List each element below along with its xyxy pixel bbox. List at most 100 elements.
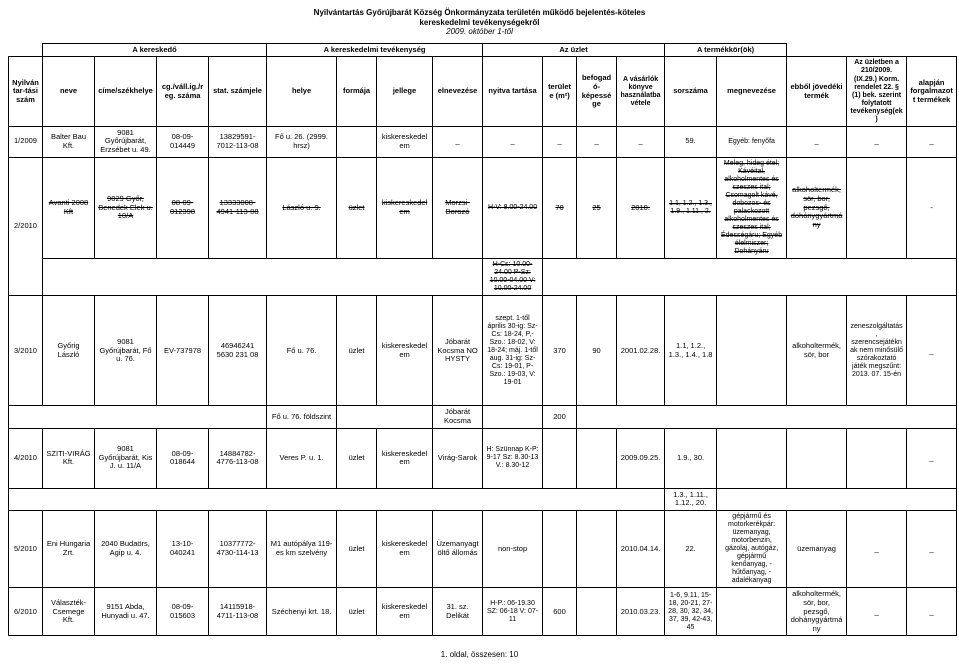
cell: _	[847, 126, 907, 157]
cell: Meleg, hideg étel; Kávéital, alkoholment…	[717, 157, 787, 259]
cell: 13-10-040241	[157, 510, 209, 587]
cell: 1-6, 9.11, 15-18, 20-21, 27-28, 30, 32, …	[665, 588, 717, 636]
cell: 13333008-4941-113-08	[209, 157, 267, 259]
cell: _	[543, 126, 577, 157]
cell: _	[907, 126, 957, 157]
cell: kiskereskedelem	[377, 510, 433, 587]
col-jellege: jellege	[377, 57, 433, 126]
cell: 13829591-7012-113-08	[209, 126, 267, 157]
cell: Egyéb: fenyőfa	[717, 126, 787, 157]
cell: Jóbarát Kocsma	[433, 406, 483, 428]
cell: 90	[577, 296, 617, 406]
cell: _	[617, 126, 665, 157]
cell: Eni Hungaria Zrt.	[43, 510, 95, 587]
cell: üzemanyag	[787, 510, 847, 587]
cell: _	[907, 296, 957, 406]
cell: üzlet	[337, 588, 377, 636]
cell: 2040 Budaörs, Agip u. 4.	[95, 510, 157, 587]
cell: 14884782-4776-113-08	[209, 428, 267, 488]
col-stat: stat. számjele	[209, 57, 267, 126]
cell: 2001.02.28.	[617, 296, 665, 406]
cell: alkoholtermék, sör, bor	[787, 296, 847, 406]
cell: H-P.: 06-19.30 SZ: 06-18 V: 07-11	[483, 588, 543, 636]
cell: Fő u. 26. (2999. hrsz)	[267, 126, 337, 157]
table-row: 1.3., 1.11., 1.12., 20.	[9, 488, 957, 510]
cell: Választék-Csemege Kft.	[43, 588, 95, 636]
col-formaja: formája	[337, 57, 377, 126]
cell: kiskereskedelem	[377, 588, 433, 636]
group-termekkorok: A termékkör(ök)	[665, 43, 787, 57]
cell: 9081 Győrújbarát, Kis J. u. 11/A	[95, 428, 157, 488]
cell: 3/2010	[9, 296, 43, 406]
cell: 1.3., 1.11., 1.12., 20.	[665, 488, 717, 510]
cell: 1.1, 1.2., 1.3., 1.9., 1.11., 2.	[665, 157, 717, 259]
cell: 4/2010	[9, 428, 43, 488]
cell: 2010.04.14.	[617, 510, 665, 587]
col-elnev: elnevezése	[433, 57, 483, 126]
cell: kiskereskedelem	[377, 296, 433, 406]
cell: 10377772-4730-114-13	[209, 510, 267, 587]
cell: üzlet	[337, 510, 377, 587]
cell: non-stop	[483, 510, 543, 587]
cell	[337, 126, 377, 157]
cell: 08-09-014449	[157, 126, 209, 157]
cell: SZITI-VIRÁG Kft.	[43, 428, 95, 488]
cell: 14115918-4711-113-08	[209, 588, 267, 636]
cell: Fő u. 76. földszint	[267, 406, 337, 428]
col-sorszama: sorszáma	[665, 57, 717, 126]
cell	[543, 428, 577, 488]
cell: _	[787, 126, 847, 157]
group-kereskedo: A kereskedő	[43, 43, 267, 57]
col-nyitva: nyitva tartása	[483, 57, 543, 126]
cell	[847, 157, 907, 259]
cell: 2/2010	[9, 157, 43, 296]
table-row: H-Cs: 10.00-24.00 P-Sz: 10.00-04.00 V: 1…	[9, 259, 957, 296]
title-line2: kereskedelmi tevékenységekről	[8, 18, 951, 28]
cell: Jóbarát Kocsma NO HYSTY	[433, 296, 483, 406]
cell: kiskereskedelem	[377, 428, 433, 488]
cell: 46946241 5630 231 08	[209, 296, 267, 406]
cell	[717, 588, 787, 636]
col-konyve: A vásárlók könyve használatba vétele	[617, 57, 665, 126]
cell: _	[907, 510, 957, 587]
col-cime: címe/székhelye	[95, 57, 157, 126]
table-row: 2/2010 Avanti 2008 Kft 9029 Győr, Benede…	[9, 157, 957, 259]
col-alapjan: alapján forgalmazott termékek	[907, 57, 957, 126]
cell: 08-09-015603	[157, 588, 209, 636]
cell: kiskereskedelem	[377, 126, 433, 157]
group-header-row: A kereskedő A kereskedelmi tevékenység A…	[9, 43, 957, 57]
cell: 1/2009	[9, 126, 43, 157]
table-row: 3/2010 Győrig László 9081 Győrújbarát, F…	[9, 296, 957, 406]
cell: 9081 Győrújbarát, Erzsébet u. 49.	[95, 126, 157, 157]
col-befogado: befogadó-képessége	[577, 57, 617, 126]
cell	[847, 428, 907, 488]
cell: H-Cs: 10.00-24.00 P-Sz: 10.00-04.00 V: 1…	[483, 259, 543, 296]
cell: üzlet	[337, 296, 377, 406]
cell: kiskereskedelem	[377, 157, 433, 259]
cell: Morzsi-Borozó	[433, 157, 483, 259]
col-terulet: területe (m²)	[543, 57, 577, 126]
cell: Fő u. 76.	[267, 296, 337, 406]
cell: 600	[543, 588, 577, 636]
cell: 25	[577, 157, 617, 259]
cell: 370	[543, 296, 577, 406]
cell: 2010.	[617, 157, 665, 259]
cell: _	[907, 588, 957, 636]
group-uzlet: Az üzlet	[483, 43, 665, 57]
cell: alkoholtermék, sör, bor, pezsgő, dohányg…	[787, 157, 847, 259]
cell: 200	[543, 406, 577, 428]
cell: 31. sz. Delikát	[433, 588, 483, 636]
cell: gépjármű és motorkerékpár: üzemanyag, mo…	[717, 510, 787, 587]
cell: _	[847, 510, 907, 587]
cell: 9081 Győrújbarát, Fő u. 76.	[95, 296, 157, 406]
cell: szept. 1-től április 30-ig: Sz-Cs: 18-24…	[483, 296, 543, 406]
cell: 2009.09.25.	[617, 428, 665, 488]
col-jovedeki: ebből jövedéki termék	[787, 57, 847, 126]
cell: 1.1, 1.2., 1.3., 1.4., 1.8	[665, 296, 717, 406]
cell: Széchenyi krt. 18.	[267, 588, 337, 636]
cell: _	[847, 588, 907, 636]
data-table: A kereskedő A kereskedelmi tevékenység A…	[8, 43, 957, 637]
cell: Virág-Sarok	[433, 428, 483, 488]
cell: _	[577, 126, 617, 157]
group-tevekenyseg: A kereskedelmi tevékenység	[267, 43, 483, 57]
